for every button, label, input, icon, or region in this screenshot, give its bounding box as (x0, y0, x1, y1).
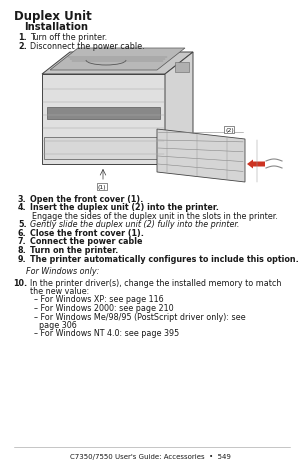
Text: – For Windows Me/98/95 (PostScript driver only): see: – For Windows Me/98/95 (PostScript drive… (34, 312, 246, 321)
Text: page 306: page 306 (34, 320, 77, 329)
Polygon shape (42, 53, 193, 75)
Text: Close the front cover (1).: Close the front cover (1). (30, 229, 144, 238)
Bar (44, 138, 163, 160)
Polygon shape (157, 130, 245, 182)
Text: Gently slide the duplex unit (2) fully into the printer.: Gently slide the duplex unit (2) fully i… (30, 220, 239, 229)
Text: – For Windows XP: see page 116: – For Windows XP: see page 116 (34, 295, 164, 304)
Text: – For Windows 2000: see page 210: – For Windows 2000: see page 210 (34, 303, 174, 313)
Text: – For Windows NT 4.0: see page 395: – For Windows NT 4.0: see page 395 (34, 329, 179, 338)
Text: For Windows only:: For Windows only: (26, 266, 99, 275)
Text: Turn off the printer.: Turn off the printer. (30, 33, 107, 42)
Bar (175, 63, 189, 73)
Text: 6.: 6. (18, 229, 27, 238)
Text: the new value:: the new value: (30, 287, 89, 295)
Text: Connect the power cable: Connect the power cable (30, 237, 142, 246)
Text: Turn on the printer.: Turn on the printer. (30, 245, 118, 255)
Text: The printer automatically configures to include this option.: The printer automatically configures to … (30, 254, 299, 263)
Text: 10.: 10. (13, 278, 27, 287)
Text: 4.: 4. (18, 203, 27, 212)
Text: Disconnect the power cable.: Disconnect the power cable. (30, 42, 145, 51)
Polygon shape (50, 49, 185, 71)
Text: Installation: Installation (24, 22, 88, 32)
Text: (2): (2) (225, 128, 234, 133)
Text: C7350/7550 User's Guide: Accessories  •  549: C7350/7550 User's Guide: Accessories • 5… (70, 453, 230, 459)
Text: Open the front cover (1).: Open the front cover (1). (30, 194, 143, 204)
Text: 3.: 3. (18, 194, 27, 204)
Text: Engage the sides of the duplex unit in the slots in the printer.: Engage the sides of the duplex unit in t… (32, 212, 278, 220)
FancyArrow shape (247, 160, 265, 169)
Polygon shape (42, 75, 165, 165)
Text: 5.: 5. (18, 220, 27, 229)
Text: 1.: 1. (18, 33, 27, 42)
Bar (47, 108, 160, 120)
Text: 8.: 8. (18, 245, 27, 255)
Text: In the printer driver(s), change the installed memory to match: In the printer driver(s), change the ins… (30, 278, 281, 287)
Text: Duplex Unit: Duplex Unit (14, 10, 92, 23)
Text: 7.: 7. (18, 237, 27, 246)
Polygon shape (165, 53, 193, 165)
Text: (1): (1) (98, 185, 106, 189)
Text: 2.: 2. (18, 42, 27, 51)
Text: Insert the duplex unit (2) into the printer.: Insert the duplex unit (2) into the prin… (30, 203, 219, 212)
Text: 9.: 9. (18, 254, 27, 263)
